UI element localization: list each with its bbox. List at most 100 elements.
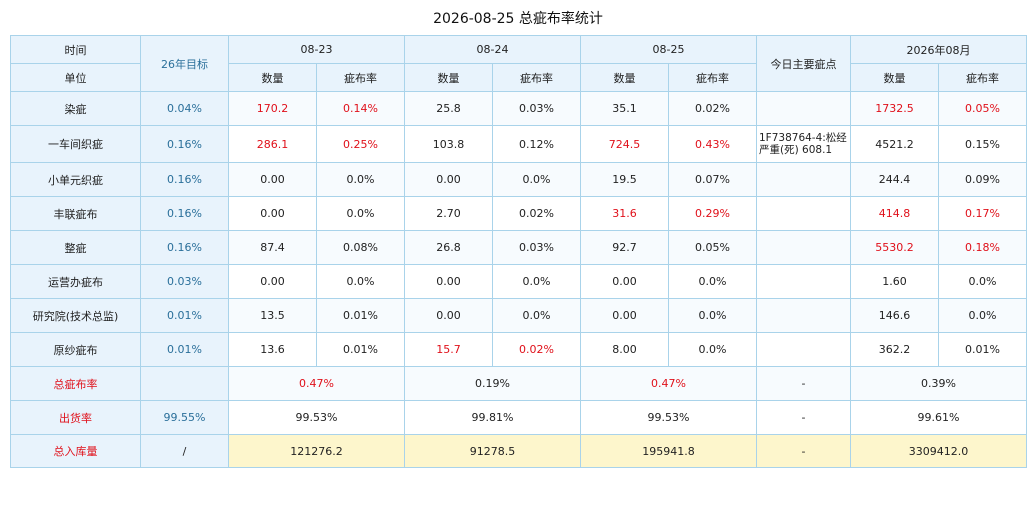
row-month-rate: 0.0% (938, 298, 1027, 333)
row-d2-qty: 26.8 (404, 230, 493, 265)
header-rate: 疵布率 (316, 63, 405, 92)
row-main-defect (756, 332, 851, 367)
row-d1-rate: 0.0% (316, 162, 405, 197)
row-month-qty: 5530.2 (850, 230, 939, 265)
row-month-rate: 0.05% (938, 91, 1027, 126)
total-rate-d1: 0.47% (228, 366, 405, 401)
table-row: 小单元织疵 0.16% 0.00 0.0% 0.00 0.0% 19.5 0.07% 244.4… (10, 162, 1027, 197)
row-month-qty: 414.8 (850, 196, 939, 231)
ship-rate-label: 出货率 (10, 400, 141, 435)
row-name: 运营办疵布 (10, 264, 141, 299)
row-name: 整疵 (10, 230, 141, 265)
row-d1-rate: 0.0% (316, 264, 405, 299)
defect-rate-table: 时间 26年目标 08-23 08-24 08-25 今日主要疵点 2026年0… (10, 35, 1027, 468)
row-month-qty: 4521.2 (850, 125, 939, 163)
row-d3-qty: 31.6 (580, 196, 669, 231)
header-qty: 数量 (228, 63, 317, 92)
table-row: 丰联疵布 0.16% 0.00 0.0% 2.70 0.02% 31.6 0.29% 414.8… (10, 196, 1027, 231)
ship-rate-defect: - (756, 400, 851, 435)
row-d1-rate: 0.08% (316, 230, 405, 265)
stock-defect: - (756, 434, 851, 468)
row-month-rate: 0.15% (938, 125, 1027, 163)
stock-d2: 91278.5 (404, 434, 581, 468)
row-d2-rate: 0.02% (492, 196, 581, 231)
total-rate-target (140, 366, 229, 401)
row-name: 研究院(技术总监) (10, 298, 141, 333)
row-d3-qty: 19.5 (580, 162, 669, 197)
ship-rate-d1: 99.53% (228, 400, 405, 435)
table-row: 研究院(技术总监) 0.01% 13.5 0.01% 0.00 0.0% 0.00 0.0% 1… (10, 298, 1027, 333)
row-d2-rate: 0.12% (492, 125, 581, 163)
ship-rate-d3: 99.53% (580, 400, 757, 435)
row-month-rate: 0.01% (938, 332, 1027, 367)
row-d1-qty: 170.2 (228, 91, 317, 126)
row-main-defect (756, 230, 851, 265)
row-d3-rate: 0.0% (668, 332, 757, 367)
header-unit: 单位 (10, 63, 141, 92)
row-month-rate: 0.17% (938, 196, 1027, 231)
row-month-qty: 1.60 (850, 264, 939, 299)
table-row: 整疵 0.16% 87.4 0.08% 26.8 0.03% 92.7 0.05% 5530.2… (10, 230, 1027, 265)
row-d1-rate: 0.0% (316, 196, 405, 231)
row-d2-qty: 0.00 (404, 298, 493, 333)
stock-d3: 195941.8 (580, 434, 757, 468)
total-rate-d3: 0.47% (580, 366, 757, 401)
row-d1-qty: 0.00 (228, 162, 317, 197)
header-date-1: 08-23 (228, 35, 405, 64)
row-d2-qty: 0.00 (404, 264, 493, 299)
row-d3-qty: 724.5 (580, 125, 669, 163)
total-rate-d2: 0.19% (404, 366, 581, 401)
row-target: 0.03% (140, 264, 229, 299)
row-d1-qty: 286.1 (228, 125, 317, 163)
table-row: 运营办疵布 0.03% 0.00 0.0% 0.00 0.0% 0.00 0.0% 1.60 0.… (10, 264, 1027, 299)
ship-rate-row: 出货率 99.55% 99.53% 99.81% 99.53% - 99.61% (10, 400, 1027, 435)
row-d2-qty: 0.00 (404, 162, 493, 197)
row-main-defect (756, 264, 851, 299)
row-main-defect (756, 162, 851, 197)
row-month-qty: 146.6 (850, 298, 939, 333)
stock-month: 3309412.0 (850, 434, 1027, 468)
total-rate-label: 总疵布率 (10, 366, 141, 401)
row-d1-qty: 0.00 (228, 196, 317, 231)
row-d3-qty: 92.7 (580, 230, 669, 265)
row-d3-qty: 0.00 (580, 298, 669, 333)
ship-rate-month: 99.61% (850, 400, 1027, 435)
ship-rate-d2: 99.81% (404, 400, 581, 435)
row-month-rate: 0.0% (938, 264, 1027, 299)
row-month-qty: 362.2 (850, 332, 939, 367)
row-d1-rate: 0.01% (316, 332, 405, 367)
row-d1-qty: 87.4 (228, 230, 317, 265)
header-main-defect: 今日主要疵点 (756, 35, 851, 92)
row-d3-rate: 0.07% (668, 162, 757, 197)
header-rate: 疵布率 (668, 63, 757, 92)
header-qty: 数量 (580, 63, 669, 92)
header-date-3: 08-25 (580, 35, 757, 64)
row-d3-rate: 0.29% (668, 196, 757, 231)
header-row-1: 时间 26年目标 08-23 08-24 08-25 今日主要疵点 2026年0… (10, 35, 1027, 92)
header-month: 2026年08月 (850, 35, 1027, 64)
header-qty: 数量 (850, 63, 939, 92)
header-time: 时间 (10, 35, 141, 64)
row-d1-qty: 13.5 (228, 298, 317, 333)
row-name: 染疵 (10, 91, 141, 126)
row-main-defect (756, 91, 851, 126)
row-d2-rate: 0.0% (492, 298, 581, 333)
stock-d1: 121276.2 (228, 434, 405, 468)
row-target: 0.01% (140, 332, 229, 367)
row-d2-rate: 0.02% (492, 332, 581, 367)
total-rate-month: 0.39% (850, 366, 1027, 401)
row-d2-qty: 25.8 (404, 91, 493, 126)
stock-target: / (140, 434, 229, 468)
row-d2-qty: 103.8 (404, 125, 493, 163)
report-title: 2026-08-25 总疵布率统计 (433, 11, 603, 27)
row-d2-qty: 2.70 (404, 196, 493, 231)
stock-label: 总入库量 (10, 434, 141, 468)
row-d3-rate: 0.43% (668, 125, 757, 163)
table-row: 原纱疵布 0.01% 13.6 0.01% 15.7 0.02% 8.00 0.0% 362.2… (10, 332, 1027, 367)
header-qty: 数量 (404, 63, 493, 92)
row-d3-rate: 0.0% (668, 298, 757, 333)
row-d3-rate: 0.02% (668, 91, 757, 126)
row-d1-rate: 0.25% (316, 125, 405, 163)
table-row: 染疵 0.04% 170.2 0.14% 25.8 0.03% 35.1 0.02% 1732.… (10, 91, 1027, 126)
row-name: 原纱疵布 (10, 332, 141, 367)
